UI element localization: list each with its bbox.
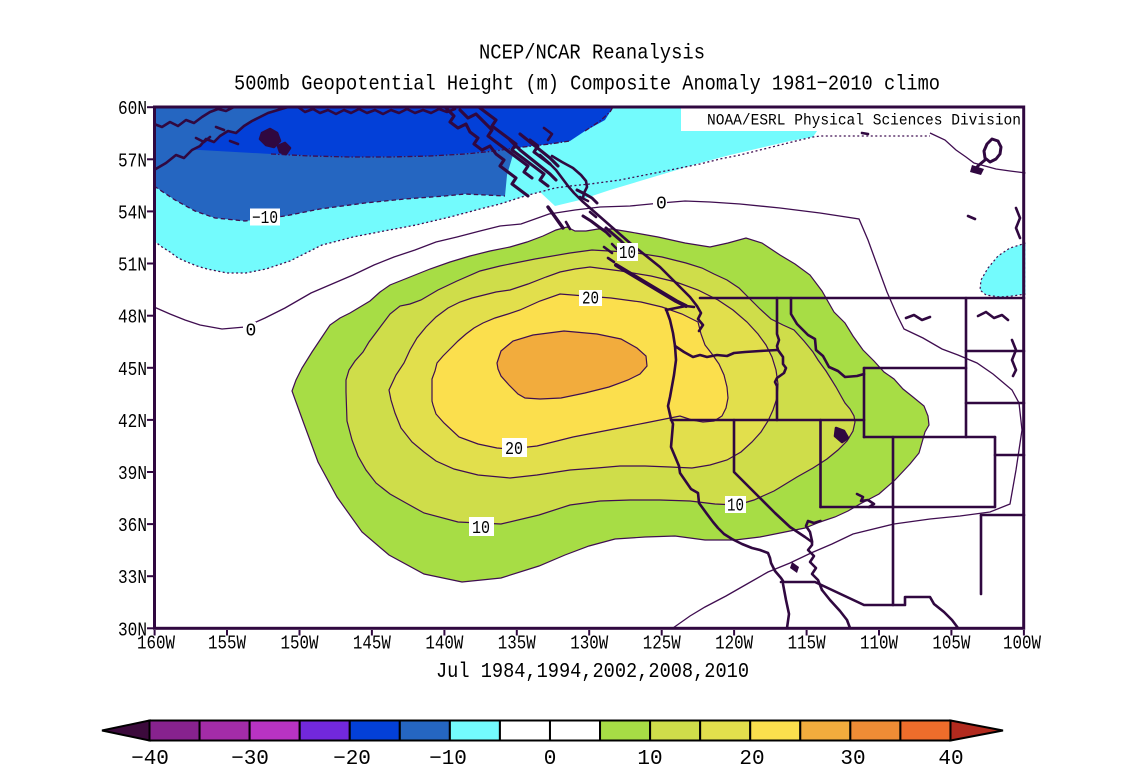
svg-text:125W: 125W <box>643 633 681 655</box>
svg-text:130W: 130W <box>570 633 608 655</box>
svg-text:48N: 48N <box>118 307 147 329</box>
svg-text:−20: −20 <box>333 748 371 771</box>
svg-text:−40: −40 <box>131 748 169 771</box>
svg-text:42N: 42N <box>118 411 147 433</box>
svg-text:150W: 150W <box>281 633 319 655</box>
svg-text:135W: 135W <box>498 633 536 655</box>
svg-text:10: 10 <box>619 244 636 264</box>
svg-text:20: 20 <box>505 440 523 460</box>
svg-text:120W: 120W <box>715 633 753 655</box>
svg-text:−10: −10 <box>252 209 278 229</box>
svg-text:60N: 60N <box>118 98 147 120</box>
svg-text:105W: 105W <box>932 633 970 655</box>
svg-text:110W: 110W <box>860 633 898 655</box>
svg-text:100W: 100W <box>1003 633 1041 655</box>
svg-text:20: 20 <box>582 290 599 310</box>
svg-text:36N: 36N <box>118 515 147 537</box>
svg-text:30: 30 <box>840 748 865 771</box>
svg-text:NCEP/NCAR Reanalysis: NCEP/NCAR Reanalysis <box>479 42 705 66</box>
svg-text:500mb Geopotential Height (m): 500mb Geopotential Height (m) Composite … <box>234 73 940 97</box>
svg-text:20: 20 <box>739 748 764 771</box>
svg-text:0: 0 <box>656 195 667 215</box>
svg-text:30N: 30N <box>118 619 147 641</box>
svg-text:NOAA/ESRL Physical Sciences Di: NOAA/ESRL Physical Sciences Division <box>707 112 1021 130</box>
svg-text:10: 10 <box>472 519 490 539</box>
svg-text:57N: 57N <box>118 150 147 172</box>
svg-text:33N: 33N <box>118 567 147 589</box>
svg-text:10: 10 <box>727 497 744 517</box>
svg-text:45N: 45N <box>118 359 147 381</box>
svg-text:155W: 155W <box>208 633 246 655</box>
svg-text:54N: 54N <box>118 202 147 224</box>
svg-text:40: 40 <box>938 748 963 771</box>
svg-text:51N: 51N <box>118 255 147 277</box>
svg-text:10: 10 <box>637 748 662 771</box>
svg-text:140W: 140W <box>425 633 463 655</box>
svg-text:145W: 145W <box>353 633 391 655</box>
svg-text:Jul 1984,1994,2002,2008,2010: Jul 1984,1994,2002,2008,2010 <box>436 660 749 684</box>
svg-text:0: 0 <box>246 322 257 342</box>
svg-text:115W: 115W <box>788 633 826 655</box>
svg-text:39N: 39N <box>118 463 147 485</box>
svg-text:−30: −30 <box>231 748 269 771</box>
svg-text:−10: −10 <box>429 748 467 771</box>
svg-text:160W: 160W <box>137 633 175 655</box>
svg-text:0: 0 <box>544 748 557 771</box>
